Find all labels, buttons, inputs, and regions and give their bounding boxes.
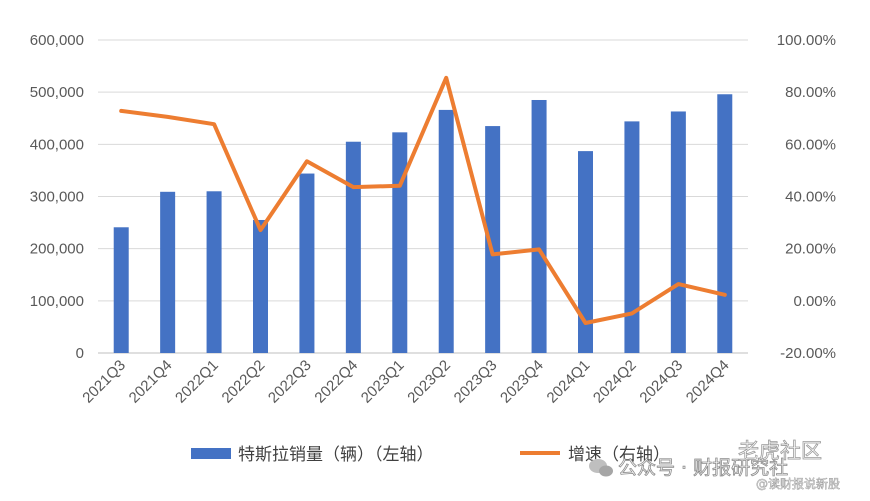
x-tick-label: 2022Q4 (311, 357, 361, 407)
y-left-tick-label: 0 (76, 345, 84, 362)
y-left-tick-label: 500,000 (30, 84, 84, 101)
y-right-tick-label: 40.00% (785, 189, 836, 206)
watermark-line1: 公众号 · 财报研究社 (618, 457, 788, 479)
growth-point (537, 247, 541, 251)
x-tick-label: 2022Q3 (265, 357, 315, 407)
bar (160, 191, 176, 353)
growth-point (119, 109, 123, 113)
x-tick-label: 2023Q4 (497, 357, 547, 407)
growth-point (398, 184, 402, 188)
bar (578, 151, 593, 353)
bar (299, 173, 315, 353)
x-tick-label: 2023Q1 (358, 357, 408, 407)
bar (253, 219, 268, 353)
x-tick-label: 2024Q4 (683, 357, 733, 407)
y-left-tick-label: 200,000 (30, 241, 84, 258)
bar (392, 132, 408, 353)
legend-line-swatch (520, 451, 560, 455)
x-axis-ticks: 2021Q32021Q42022Q12022Q22022Q32022Q42023… (79, 357, 732, 407)
bar (206, 191, 222, 353)
growth-point (723, 293, 727, 297)
x-tick-label: 2022Q2 (219, 357, 269, 407)
x-tick-label: 2024Q2 (590, 357, 640, 407)
bar (113, 227, 129, 353)
bar (531, 99, 547, 353)
bar (717, 94, 733, 354)
bar (624, 121, 640, 353)
watermark-line2: 老虎社区 (738, 439, 822, 463)
x-tick-label: 2023Q2 (404, 357, 454, 407)
y-left-tick-label: 300,000 (30, 189, 84, 206)
y-left-tick-label: 100,000 (30, 293, 84, 310)
y-right-tick-label: 100.00% (777, 32, 836, 49)
bar (670, 111, 686, 354)
legend-bar-swatch (191, 448, 231, 459)
right-axis-ticks: -20.00% 0.00% 20.00% 40.00% 60.00% 80.00% 100.… (777, 32, 836, 362)
growth-point (491, 252, 495, 256)
y-left-tick-label: 600,000 (30, 32, 84, 49)
growth-line (119, 75, 727, 325)
growth-point (584, 321, 587, 325)
growth-point (351, 185, 355, 189)
wechat-icon (589, 459, 613, 477)
y-right-tick-label: 80.00% (785, 84, 836, 101)
x-tick-label: 2021Q3 (79, 357, 129, 407)
growth-point (305, 159, 309, 163)
x-tick-label: 2022Q1 (172, 357, 222, 407)
x-tick-label: 2024Q1 (544, 357, 594, 407)
growth-point (630, 311, 634, 315)
y-right-tick-label: 20.00% (785, 241, 836, 258)
y-left-tick-label: 400,000 (30, 136, 84, 153)
gridlines (98, 39, 748, 354)
bar (345, 141, 361, 353)
y-right-tick-label: -20.00% (780, 345, 836, 362)
growth-point (444, 76, 448, 80)
left-axis-ticks: 0 100,000 200,000 300,000 400,000 500,000 600,… (30, 32, 84, 362)
bar (438, 109, 454, 353)
line-series (119, 75, 727, 325)
growth-point (166, 115, 170, 119)
y-right-tick-label: 60.00% (785, 136, 836, 153)
legend-bar-label: 特斯拉销量（辆）（左轴） (238, 445, 434, 465)
y-right-tick-label: 0.00% (793, 293, 836, 310)
growth-point (212, 122, 216, 126)
growth-point (676, 282, 680, 286)
watermark: 公众号 · 财报研究社 老虎社区 @读财报说新股 (589, 439, 840, 491)
x-tick-label: 2024Q3 (636, 357, 686, 407)
watermark-line3: @读财报说新股 (756, 476, 840, 491)
x-tick-label: 2023Q3 (451, 357, 501, 407)
x-tick-label: 2021Q4 (126, 357, 176, 407)
bar (485, 126, 501, 353)
growth-point (259, 228, 262, 232)
